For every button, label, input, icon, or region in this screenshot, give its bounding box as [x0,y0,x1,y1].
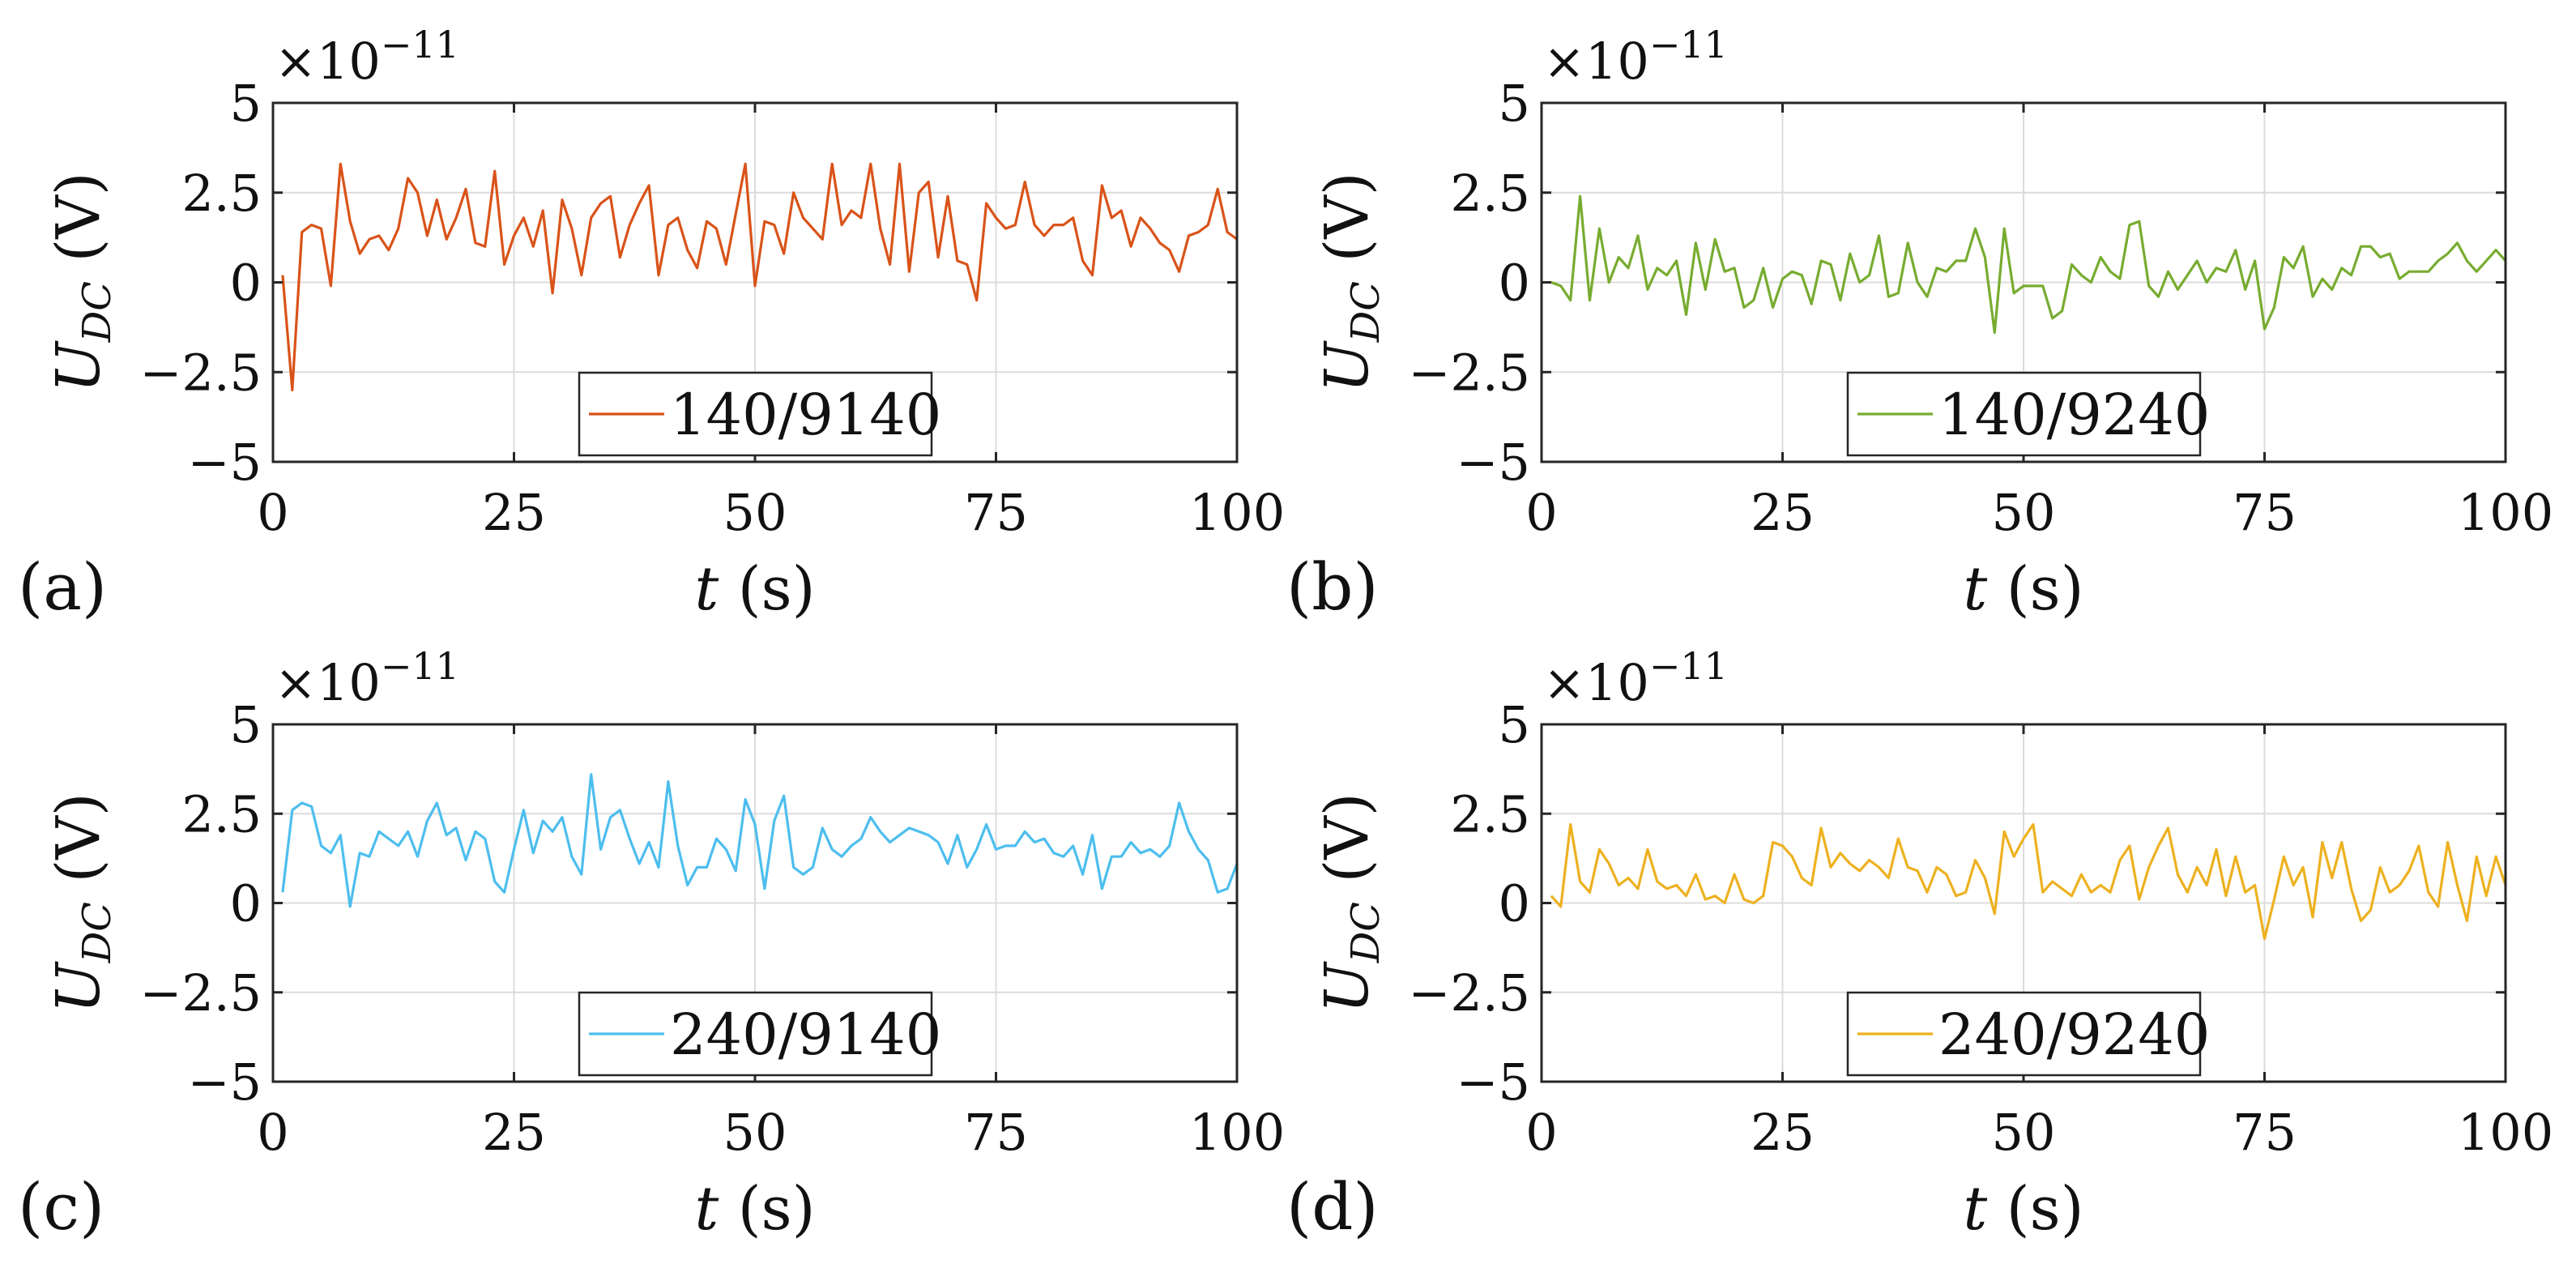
x-tick-label: 25 [482,483,546,542]
panel-label: (d) [1286,1169,1379,1245]
y-tick-label: 0 [230,254,262,313]
y-tick-label: 0 [1499,254,1530,313]
x-tick-label: 75 [964,483,1028,542]
x-tick-label: 50 [723,1103,787,1162]
x-tick-label: 75 [964,1103,1028,1162]
y-tick-label: −2.5 [139,963,262,1023]
legend-label: 140/9140 [670,382,941,448]
x-tick-label: 50 [1992,1103,2056,1162]
x-tick-label: 75 [2233,1103,2297,1162]
panel-label: (a) [18,549,107,625]
axis-multiplier: ×10−11 [275,644,459,712]
y-tick-label: −2.5 [139,343,262,402]
chart-panel-0: 0 25 50 75 100 5 2.5 0 −2.5 −5 ×10−11 t (s) UDC (V) (… [18,23,1285,625]
legend-box [578,371,933,457]
x-tick-label: 100 [1189,483,1285,542]
y-tick-label: −5 [1456,433,1530,492]
legend-label: 240/9140 [670,1001,941,1068]
x-axis-label: t (s) [695,1174,816,1244]
chart-panel-2: 0 25 50 75 100 5 2.5 0 −2.5 −5 ×10−11 t (s) UDC (V) (… [18,644,1285,1245]
y-tick-label: 2.5 [1450,784,1530,843]
x-tick-label: 50 [723,483,787,542]
y-tick-label: 0 [230,874,262,933]
y-tick-label: 2.5 [181,164,262,223]
x-tick-label: 75 [2233,483,2297,542]
x-axis-label: t (s) [695,554,816,624]
y-axis-label: UDC (V) [1312,792,1388,1013]
y-tick-label: 5 [230,74,262,133]
y-axis-label: UDC (V) [44,792,120,1013]
y-tick-label: −5 [188,1053,262,1112]
y-tick-label: −2.5 [1408,963,1530,1023]
y-tick-label: −5 [188,433,262,492]
y-tick-label: 0 [1499,874,1530,933]
chart-panel-1: 0 25 50 75 100 5 2.5 0 −2.5 −5 ×10−11 t (s) UDC (V) (… [1286,23,2553,625]
y-tick-label: −5 [1456,1053,1530,1112]
x-tick-label: 25 [1751,1103,1815,1162]
y-tick-label: −2.5 [1408,343,1530,402]
chart-panel-3: 0 25 50 75 100 5 2.5 0 −2.5 −5 ×10−11 t (s) UDC (V) (… [1286,644,2553,1245]
axis-multiplier: ×10−11 [275,23,459,91]
x-axis-label: t (s) [1964,1174,2084,1244]
x-tick-label: 100 [2458,483,2553,542]
y-tick-label: 2.5 [1450,164,1530,223]
axis-multiplier: ×10−11 [1543,23,1728,91]
x-tick-label: 0 [1525,483,1557,542]
legend-box [1846,991,2202,1077]
legend-label: 140/9240 [1938,382,2210,448]
y-tick-label: 5 [1499,695,1530,754]
y-axis-label: UDC (V) [44,172,120,392]
y-tick-label: 5 [230,695,262,754]
x-tick-label: 0 [1525,1103,1557,1162]
series-line-240/9140 [281,773,1239,908]
y-axis-label: UDC (V) [1312,172,1388,392]
x-tick-label: 0 [257,1103,288,1162]
x-axis-label: t (s) [1964,554,2084,624]
panel-label: (c) [18,1169,104,1245]
x-tick-label: 25 [482,1103,546,1162]
x-tick-label: 100 [1189,1103,1285,1162]
series-line-140/9140 [281,162,1238,391]
x-tick-label: 0 [257,483,288,542]
legend-label: 240/9240 [1938,1001,2210,1068]
panel-label: (b) [1286,549,1379,625]
series-line-240/9240 [1550,822,2507,941]
x-tick-label: 25 [1751,483,1815,542]
axis-multiplier: ×10−11 [1543,644,1728,712]
y-tick-label: 5 [1499,74,1530,133]
series-line-140/9240 [1550,194,2507,335]
x-tick-label: 100 [2458,1103,2553,1162]
y-tick-label: 2.5 [181,784,262,843]
x-tick-label: 50 [1992,483,2056,542]
